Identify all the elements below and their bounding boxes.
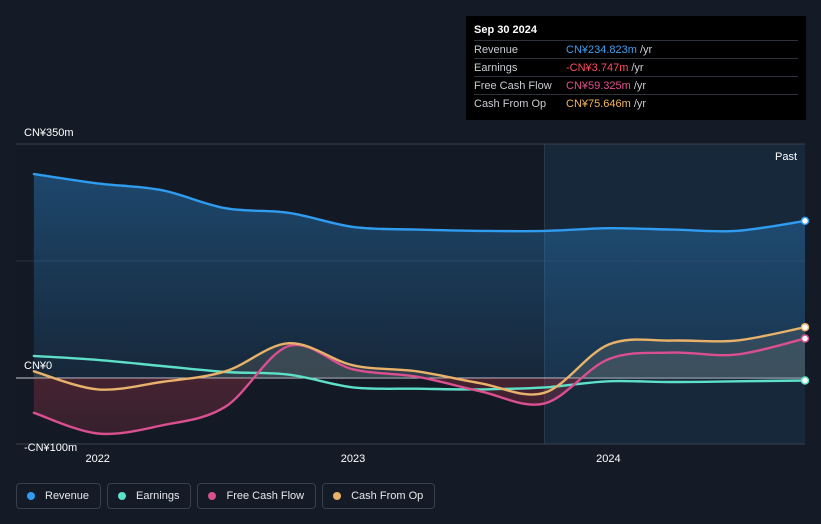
cash-from-op-line [32, 326, 807, 396]
tooltip: Sep 30 2024 Revenue CN¥234.823m /yr Earn… [466, 16, 806, 120]
cash-from-op-end-marker [800, 322, 810, 332]
free-cash-flow-line [32, 337, 807, 436]
legend-label: Revenue [45, 490, 90, 502]
tooltip-value: CN¥234.823m [566, 43, 637, 56]
earnings-end-marker [800, 376, 810, 385]
tooltip-row-revenue: Revenue CN¥234.823m /yr [474, 40, 798, 58]
free-cash-flow-positive-area [33, 338, 805, 378]
tooltip-row-earnings: Earnings -CN¥3.747m /yr [474, 58, 798, 76]
legend-label: Earnings [136, 490, 180, 502]
tooltip-label: Cash From Op [474, 97, 547, 110]
tooltip-unit: /yr [639, 43, 653, 56]
tooltip-value: -CN¥3.747m [566, 61, 629, 74]
legend-dot-icon [27, 492, 35, 500]
y-tick-label: CN¥350m [24, 127, 74, 139]
tooltip-unit: /yr [633, 97, 647, 110]
legend: Revenue Earnings Free Cash Flow Cash Fro… [16, 483, 436, 511]
tooltip-label: Revenue [474, 43, 519, 56]
legend-label: Free Cash Flow [226, 490, 305, 502]
revenue-area [33, 174, 806, 378]
tooltip-unit: /yr [633, 79, 647, 92]
revenue-end-marker [800, 216, 810, 226]
tooltip-unit: /yr [631, 61, 644, 74]
cash-from-op-positive-area [33, 327, 805, 378]
x-tick-label: 2022 [85, 453, 109, 465]
earnings-line [32, 354, 807, 391]
tooltip-value: CN¥75.646m [566, 97, 631, 110]
tooltip-label: Earnings [474, 61, 518, 74]
legend-dot-icon [118, 492, 127, 500]
free-cash-flow-negative-area [33, 378, 805, 434]
legend-dot-icon [208, 492, 217, 500]
legend-item-earnings[interactable]: Earnings [107, 483, 192, 509]
free-cash-flow-end-marker [800, 334, 810, 343]
revenue-line [32, 172, 807, 233]
x-tick-label: 2023 [341, 453, 365, 465]
tooltip-value: CN¥59.325m [566, 79, 631, 92]
legend-label: Cash From Op [351, 490, 424, 502]
legend-dot-icon [333, 492, 342, 500]
y-tick-label: CN¥0 [24, 360, 52, 372]
legend-item-cash-from-op[interactable]: Cash From Op [322, 483, 436, 509]
legend-item-free-cash-flow[interactable]: Free Cash Flow [197, 483, 317, 509]
x-tick-label: 2024 [596, 453, 620, 465]
tooltip-label: Free Cash Flow [474, 79, 552, 92]
tooltip-date: Sep 30 2024 [474, 24, 537, 36]
legend-item-revenue[interactable]: Revenue [16, 483, 102, 509]
tooltip-row-free-cash-flow: Free Cash Flow CN¥59.325m /yr [474, 76, 798, 94]
y-tick-label: -CN¥100m [24, 442, 77, 454]
past-label: Past [775, 151, 797, 163]
tooltip-row-cash-from-op: Cash From Op CN¥75.646m /yr [474, 94, 798, 112]
